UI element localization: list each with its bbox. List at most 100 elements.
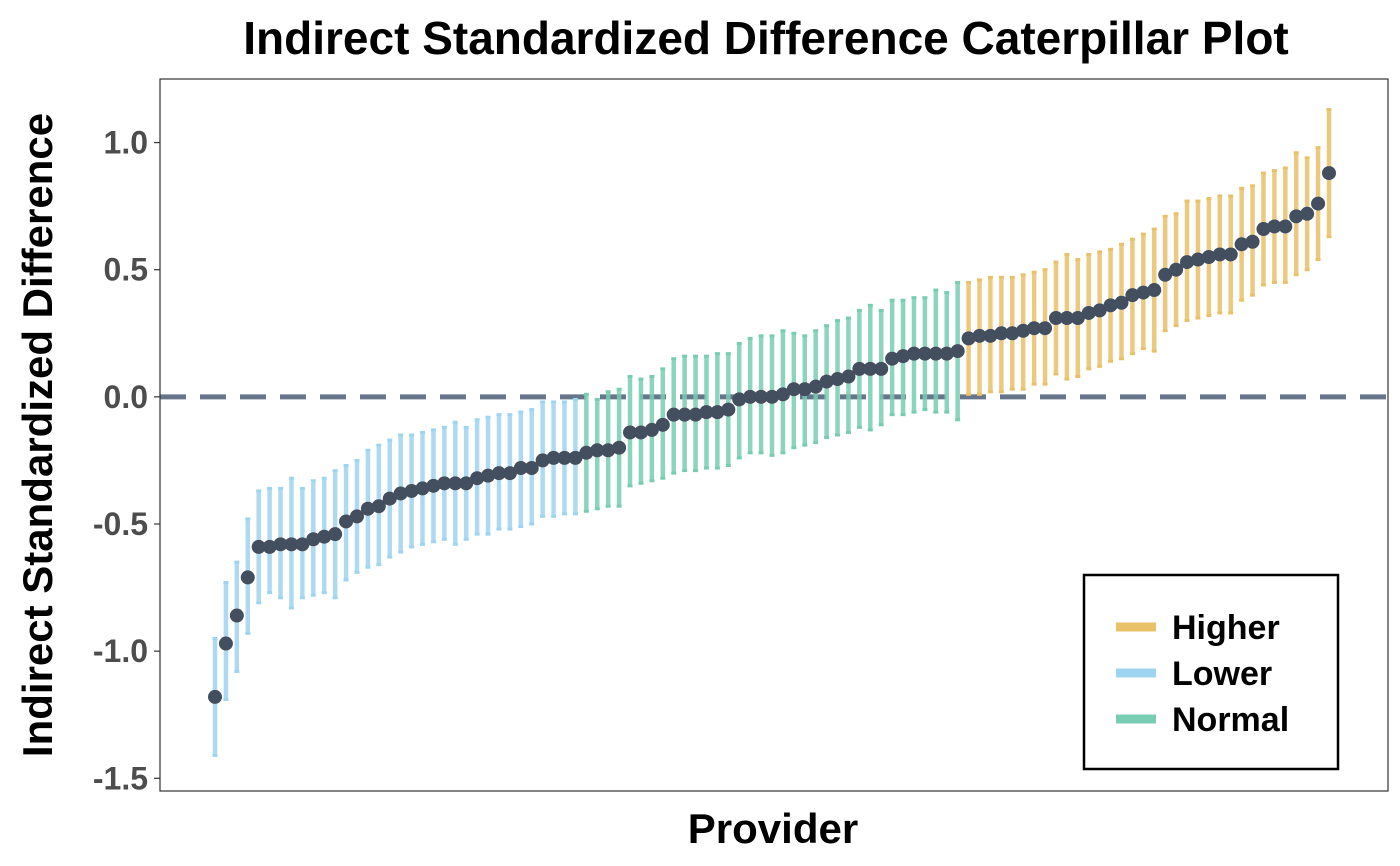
point-normal [677,407,692,422]
point-lower [229,608,244,623]
point-higher [1267,219,1282,234]
point-lower [568,450,583,465]
point-normal [808,379,823,394]
point-normal [623,425,638,440]
point-higher [1147,283,1162,298]
point-higher [1212,247,1227,262]
point-higher [1256,222,1271,237]
point-lower [262,539,277,554]
point-normal [633,425,648,440]
y-tick-label: -0.5 [93,506,148,542]
point-higher [1103,298,1118,313]
point-normal [852,361,867,376]
point-higher [1322,166,1336,181]
point-normal [754,389,769,404]
point-higher [1223,247,1238,262]
point-lower [513,461,528,476]
point-higher [1027,321,1042,336]
point-normal [775,387,790,402]
point-lower [360,501,375,516]
point-lower [371,499,386,514]
y-tick-label: 0.5 [104,252,148,288]
point-normal [863,361,878,376]
point-higher [972,328,987,343]
point-normal [830,372,845,387]
legend-label-normal: Normal [1172,701,1289,739]
point-lower [349,509,364,524]
points-group [208,166,1336,704]
point-lower [251,539,266,554]
point-lower [240,570,255,585]
point-lower [208,689,222,704]
y-tick-label: 0.0 [104,379,148,415]
point-higher [1289,209,1304,224]
point-lower [218,636,233,651]
point-lower [481,468,496,483]
point-lower [502,466,517,481]
point-higher [1136,285,1151,300]
point-lower [284,537,299,552]
point-higher [1169,262,1184,277]
point-higher [1114,295,1129,310]
point-higher [1125,288,1140,303]
point-lower [557,450,572,465]
point-normal [721,402,736,417]
point-normal [819,374,834,389]
point-normal [874,361,889,376]
point-normal [655,417,670,432]
point-normal [666,407,681,422]
point-lower [535,453,550,468]
point-normal [579,445,594,460]
point-lower [426,478,441,493]
legend: Higher Lower Normal [1082,573,1340,771]
point-lower [339,514,354,529]
point-higher [1005,326,1020,341]
point-higher [1234,237,1249,252]
point-normal [612,440,627,455]
point-lower [415,481,430,496]
point-lower [273,537,288,552]
point-higher [1158,267,1173,282]
point-higher [1016,323,1031,338]
point-lower [459,476,474,491]
point-lower [328,527,343,542]
point-lower [404,483,419,498]
point-normal [797,382,812,397]
point-normal [743,389,758,404]
point-higher [1190,252,1205,267]
point-higher [1048,311,1063,326]
point-normal [786,382,801,397]
point-lower [448,476,463,491]
point-higher [1245,234,1260,249]
legend-label-lower: Lower [1172,655,1272,693]
y-tick-label: -1.0 [93,633,148,669]
point-higher [1059,311,1074,326]
point-higher [1081,305,1096,320]
point-lower [470,471,485,486]
point-lower [546,450,561,465]
point-higher [1300,206,1315,221]
point-normal [885,351,900,366]
point-normal [765,389,779,404]
point-lower [393,486,408,501]
point-lower [317,529,332,544]
y-tick-label: -1.5 [93,760,148,796]
y-axis-title: Indirect Standardized Difference [14,113,61,757]
legend-label-higher: Higher [1172,609,1280,647]
point-normal [590,443,605,458]
point-lower [295,537,310,552]
point-normal [906,346,921,361]
point-higher [1201,250,1216,264]
x-axis-title: Provider [688,805,858,852]
point-higher [1278,219,1293,234]
y-tick-label: 1.0 [104,125,148,161]
point-normal [950,344,965,359]
point-lower [437,476,452,491]
point-normal [917,346,932,361]
point-higher [1180,255,1195,270]
point-higher [994,326,1009,341]
plot-panel-border [159,78,1389,792]
point-lower [306,532,321,547]
point-normal [732,392,747,407]
point-higher [983,328,998,343]
